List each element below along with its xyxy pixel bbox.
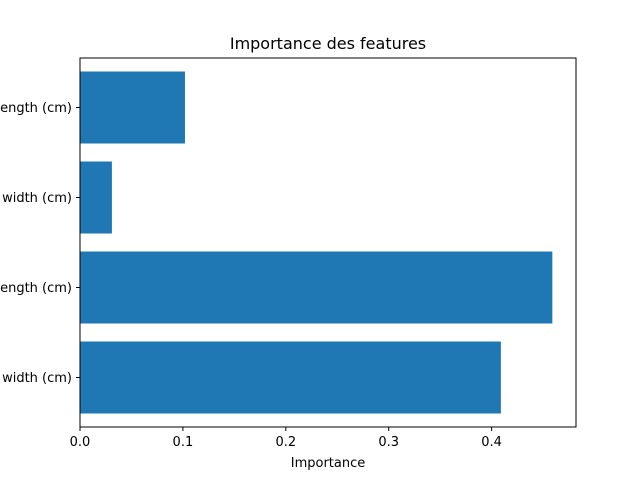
x-axis-label: Importance <box>291 456 366 471</box>
y-tick-label-1: width (cm) <box>2 191 72 206</box>
y-tick-label-2: ength (cm) <box>0 281 72 296</box>
x-tick-label-0: 0.0 <box>70 435 91 450</box>
bar-3 <box>80 341 501 414</box>
x-tick-label-1: 0.1 <box>173 435 194 450</box>
x-tick-label-4: 0.4 <box>481 435 502 450</box>
bar-2 <box>80 251 553 324</box>
x-tick-label-3: 0.3 <box>378 435 399 450</box>
plot-frame <box>79 57 577 428</box>
bars-group <box>80 71 553 414</box>
bar-1 <box>80 161 112 234</box>
y-tick-label-0: ength (cm) <box>0 101 72 116</box>
bar-0 <box>80 71 185 144</box>
chart-title: Importance des features <box>230 34 426 53</box>
y-tick-label-3: width (cm) <box>2 371 72 386</box>
x-tick-label-2: 0.2 <box>275 435 296 450</box>
x-axis: 0.0 0.1 0.2 0.3 0.4 <box>70 427 502 450</box>
y-axis: ength (cm) width (cm) ength (cm) width (cm) <box>0 101 80 386</box>
